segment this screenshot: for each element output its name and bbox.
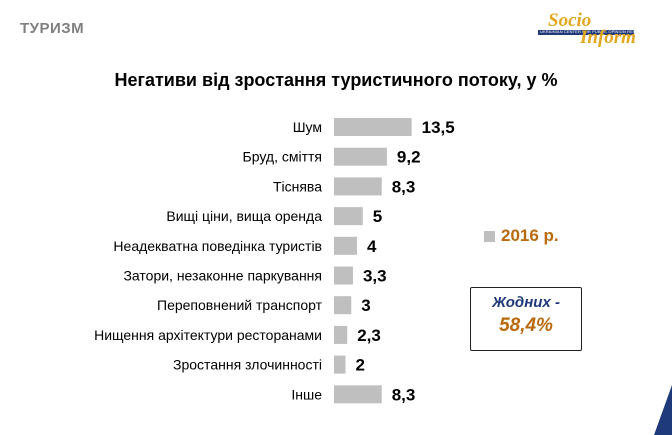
logo-bottom-word: Inform <box>580 27 636 48</box>
category-label: Нищення архітектури ресторанами <box>94 327 322 343</box>
bar <box>334 355 346 374</box>
bar <box>334 177 382 196</box>
section-title: ТУРИЗМ <box>20 20 85 37</box>
legend-swatch <box>484 230 495 242</box>
logo-band <box>538 30 634 35</box>
value-label: 8,3 <box>392 177 416 196</box>
bar <box>334 296 352 315</box>
none-callout: Жодних - 58,4% <box>470 287 582 351</box>
legend-label: 2016 р. <box>501 226 559 245</box>
category-label: Бруд, сміття <box>243 149 322 165</box>
bar <box>334 266 353 285</box>
value-label: 5 <box>373 207 382 226</box>
logo-top-word: Socio <box>548 10 592 31</box>
category-label: Інше <box>291 386 322 402</box>
value-label: 4 <box>367 237 377 256</box>
value-label: 8,3 <box>392 385 416 404</box>
none-callout-value: 58,4% <box>499 315 553 336</box>
none-callout-label: Жодних - <box>492 294 560 311</box>
category-label: Шум <box>293 119 322 135</box>
chart-title: Негативи від зростання туристичного пото… <box>114 70 558 90</box>
bar <box>334 147 387 166</box>
value-label: 2 <box>356 356 365 375</box>
bar <box>334 325 348 344</box>
bar <box>334 118 412 136</box>
category-label: Затори, незаконне паркування <box>123 268 322 284</box>
category-label: Неадекватна поведінка туристів <box>113 238 322 254</box>
category-label: Зростання злочинності <box>173 357 322 373</box>
bar <box>334 236 357 255</box>
category-label: Вищі ціни, вища оренда <box>166 208 322 224</box>
category-label: Тіснява <box>273 178 322 194</box>
legend: 2016 р. <box>484 226 559 246</box>
value-label: 9,2 <box>397 148 421 167</box>
value-label: 3,3 <box>363 267 387 286</box>
corner-decoration <box>654 385 672 435</box>
value-label: 13,5 <box>422 118 455 137</box>
value-label: 2,3 <box>357 326 381 345</box>
bar <box>334 385 382 404</box>
category-label: Переповнений транспорт <box>157 297 323 313</box>
logo-caption: UKRAINIAN CENTER FOR PUBLIC OPINION RESE… <box>540 29 651 34</box>
bar <box>334 207 363 226</box>
value-label: 3 <box>361 296 370 315</box>
socioinform-logo: UKRAINIAN CENTER FOR PUBLIC OPINION RESE… <box>538 10 650 50</box>
